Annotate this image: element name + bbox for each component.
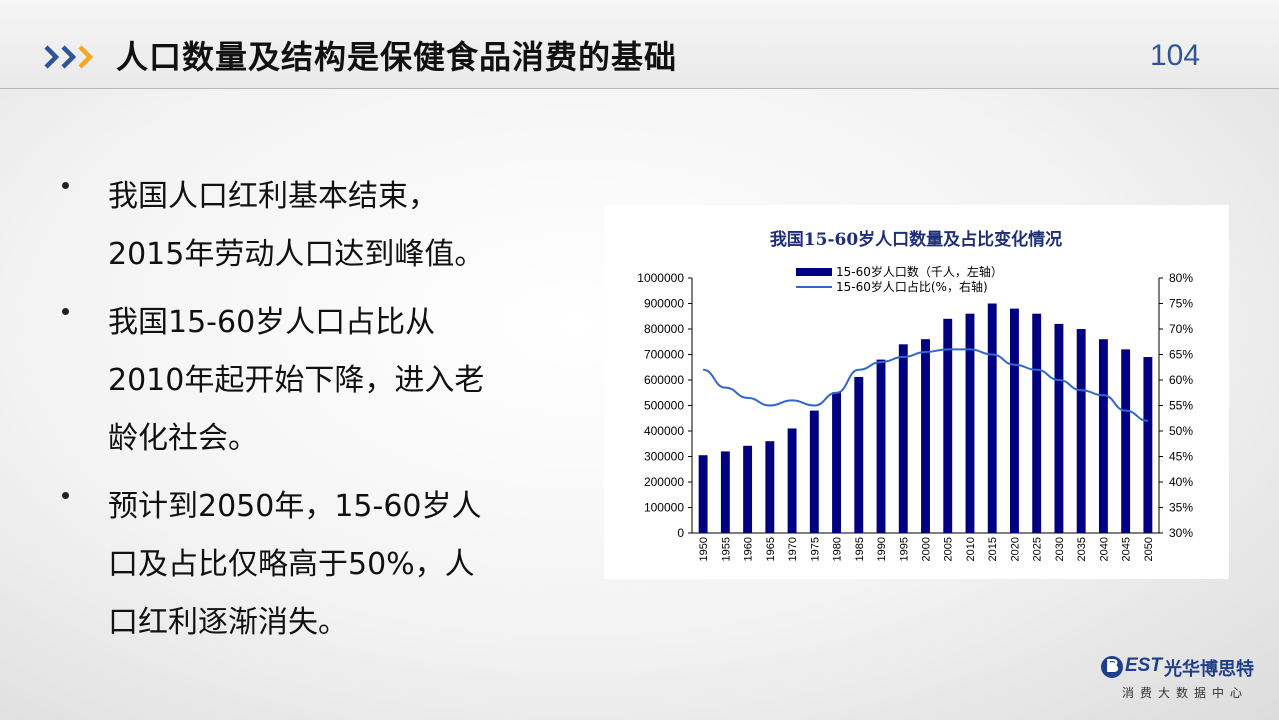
right-tick-label: 30%: [1169, 526, 1193, 540]
page-title: 人口数量及结构是保健食品消费的基础: [116, 38, 678, 76]
left-tick-label: 400000: [644, 424, 684, 438]
x-tick-label: 1950: [698, 537, 710, 561]
x-tick-label: 1970: [787, 537, 799, 561]
bullet-text-line: 龄化社会。: [108, 421, 258, 456]
bullet-dot-icon: [62, 492, 69, 499]
bar: [1121, 349, 1131, 533]
share-line: [702, 348, 1148, 422]
x-tick-label: 2050: [1143, 537, 1155, 561]
right-tick-label: 35%: [1169, 501, 1193, 515]
bar: [1032, 313, 1042, 533]
bullet-item: 我国人口红利基本结束， 2015年劳动人口达到峰值。: [62, 168, 542, 284]
bullet-item: 我国15-60岁人口占比从 2010年起开始下降，进入老 龄化社会。: [62, 294, 542, 468]
brand-logo: B EST 光华博思特 消费大数据中心: [1100, 654, 1270, 714]
bar: [921, 339, 930, 533]
left-tick-label: 900000: [644, 297, 684, 311]
right-tick-label: 55%: [1169, 399, 1193, 413]
bar: [876, 359, 886, 533]
chart-title: 我国15-60岁人口数量及占比变化情况: [770, 229, 1062, 250]
bullet-text-line: 预计到2050年，15-60岁人: [108, 489, 482, 524]
x-tick-label: 1995: [898, 537, 910, 561]
x-tick-label: 1975: [809, 537, 821, 561]
bullet-text-line: 口红利逐渐消失。: [108, 605, 348, 640]
x-tick-label: 2040: [1098, 537, 1110, 561]
logo-latin-text: EST: [1125, 655, 1162, 676]
bullet-text-line: 2015年劳动人口达到峰值。: [108, 237, 485, 272]
page-number: 104: [1150, 39, 1201, 72]
x-tick-label: 2025: [1032, 537, 1044, 561]
bar: [787, 428, 797, 533]
right-tick-label: 75%: [1169, 297, 1193, 311]
bar: [965, 313, 975, 533]
right-tick-label: 50%: [1169, 424, 1193, 438]
x-tick-label: 2045: [1121, 537, 1133, 561]
x-tick-label: 1955: [720, 537, 732, 561]
right-tick-label: 40%: [1169, 475, 1193, 489]
logo-brand-text: 光华博思特: [1164, 659, 1254, 680]
x-tick-label: 2010: [965, 537, 977, 561]
x-tick-label: 1985: [854, 537, 866, 561]
bullet-dot-icon: [62, 182, 69, 189]
right-tick-label: 45%: [1169, 450, 1193, 464]
bar: [765, 441, 775, 533]
bar: [743, 445, 753, 533]
bar: [809, 410, 819, 533]
bar: [1076, 329, 1086, 533]
left-tick-label: 100000: [644, 501, 684, 515]
bar: [698, 455, 708, 533]
bullet-list: 我国人口红利基本结束， 2015年劳动人口达到峰值。 我国15-60岁人口占比从…: [62, 168, 542, 662]
right-tick-label: 60%: [1169, 373, 1193, 387]
bar: [1010, 308, 1019, 533]
bar: [1054, 323, 1064, 533]
population-chart: 我国15-60岁人口数量及占比变化情况 0 100000 200000 300000 40…: [637, 229, 1193, 561]
x-tick-label: 2015: [987, 537, 999, 561]
header-bar: 人口数量及结构是保健食品消费的基础 104: [0, 0, 1279, 89]
bar: [832, 392, 841, 533]
x-tick-label: 1980: [832, 537, 844, 561]
x-tick-label: 1990: [876, 537, 888, 561]
x-tick-label: 2030: [1054, 537, 1066, 561]
left-tick-label: 600000: [644, 373, 684, 387]
legend-bar-label: 15-60岁人口数（千人，左轴）: [836, 264, 1003, 279]
bar: [898, 344, 908, 533]
bullet-text-line: 2010年起开始下降，进入老: [108, 363, 485, 398]
left-tick-label: 700000: [644, 348, 684, 362]
chart-panel: 我国15-60岁人口数量及占比变化情况 0 100000 200000 300000 40…: [604, 205, 1229, 579]
x-tick-label: 2000: [921, 537, 933, 561]
x-tick-label: 1960: [743, 537, 755, 561]
right-tick-label: 80%: [1169, 271, 1193, 285]
bar: [1098, 339, 1108, 533]
left-tick-label: 1000000: [637, 271, 684, 285]
x-tick-label: 2005: [943, 537, 955, 561]
left-tick-label: 800000: [644, 322, 684, 336]
bullet-dot-icon: [62, 308, 69, 315]
left-tick-label: 300000: [644, 450, 684, 464]
bar: [720, 451, 730, 533]
left-tick-label: 0: [677, 526, 684, 540]
logo-mark-icon: [1101, 656, 1123, 678]
bar: [987, 303, 997, 533]
logo-mark-letter: B: [1106, 656, 1119, 676]
bar: [1143, 357, 1153, 533]
bullet-item: 预计到2050年，15-60岁人 口及占比仅略高于50%，人 口红利逐渐消失。: [62, 478, 542, 652]
bar: [943, 318, 953, 533]
legend-bar-swatch: [796, 268, 832, 276]
x-tick-label: 2035: [1076, 537, 1088, 561]
x-tick-label: 2020: [1009, 537, 1021, 561]
left-tick-label: 200000: [644, 475, 684, 489]
left-tick-label: 500000: [644, 399, 684, 413]
bullet-text-line: 我国人口红利基本结束，: [108, 179, 438, 214]
right-tick-label: 65%: [1169, 348, 1193, 362]
bar: [854, 376, 864, 533]
legend-line-label: 15-60岁人口占比(%，右轴): [836, 279, 988, 294]
x-tick-label: 1965: [765, 537, 777, 561]
logo-tagline: 消费大数据中心: [1122, 686, 1249, 700]
bullet-text-line: 口及占比仅略高于50%，人: [108, 547, 475, 582]
chevron-arrows-icon: [44, 45, 94, 69]
bullet-text-line: 我国15-60岁人口占比从: [108, 305, 436, 340]
right-tick-label: 70%: [1169, 322, 1193, 336]
